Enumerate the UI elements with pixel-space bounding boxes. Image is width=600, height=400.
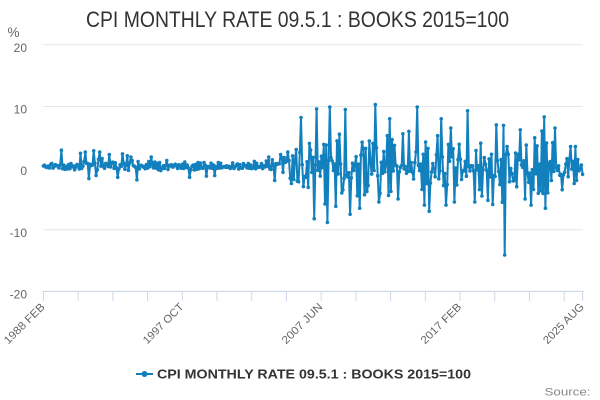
svg-text:20: 20 bbox=[14, 41, 28, 55]
svg-text:CPI MONTHLY RATE 09.5.1 : BOOK: CPI MONTHLY RATE 09.5.1 : BOOKS 2015=100 bbox=[86, 7, 509, 32]
svg-text:0: 0 bbox=[20, 164, 27, 178]
svg-text:-10: -10 bbox=[10, 226, 28, 240]
svg-text:Source:: Source: bbox=[545, 387, 591, 399]
svg-text:10: 10 bbox=[14, 102, 28, 116]
svg-text:%: % bbox=[7, 25, 19, 40]
svg-text:CPI MONTHLY RATE 09.5.1 : BOOK: CPI MONTHLY RATE 09.5.1 : BOOKS 2015=100 bbox=[157, 368, 471, 382]
svg-text:-20: -20 bbox=[10, 287, 28, 301]
